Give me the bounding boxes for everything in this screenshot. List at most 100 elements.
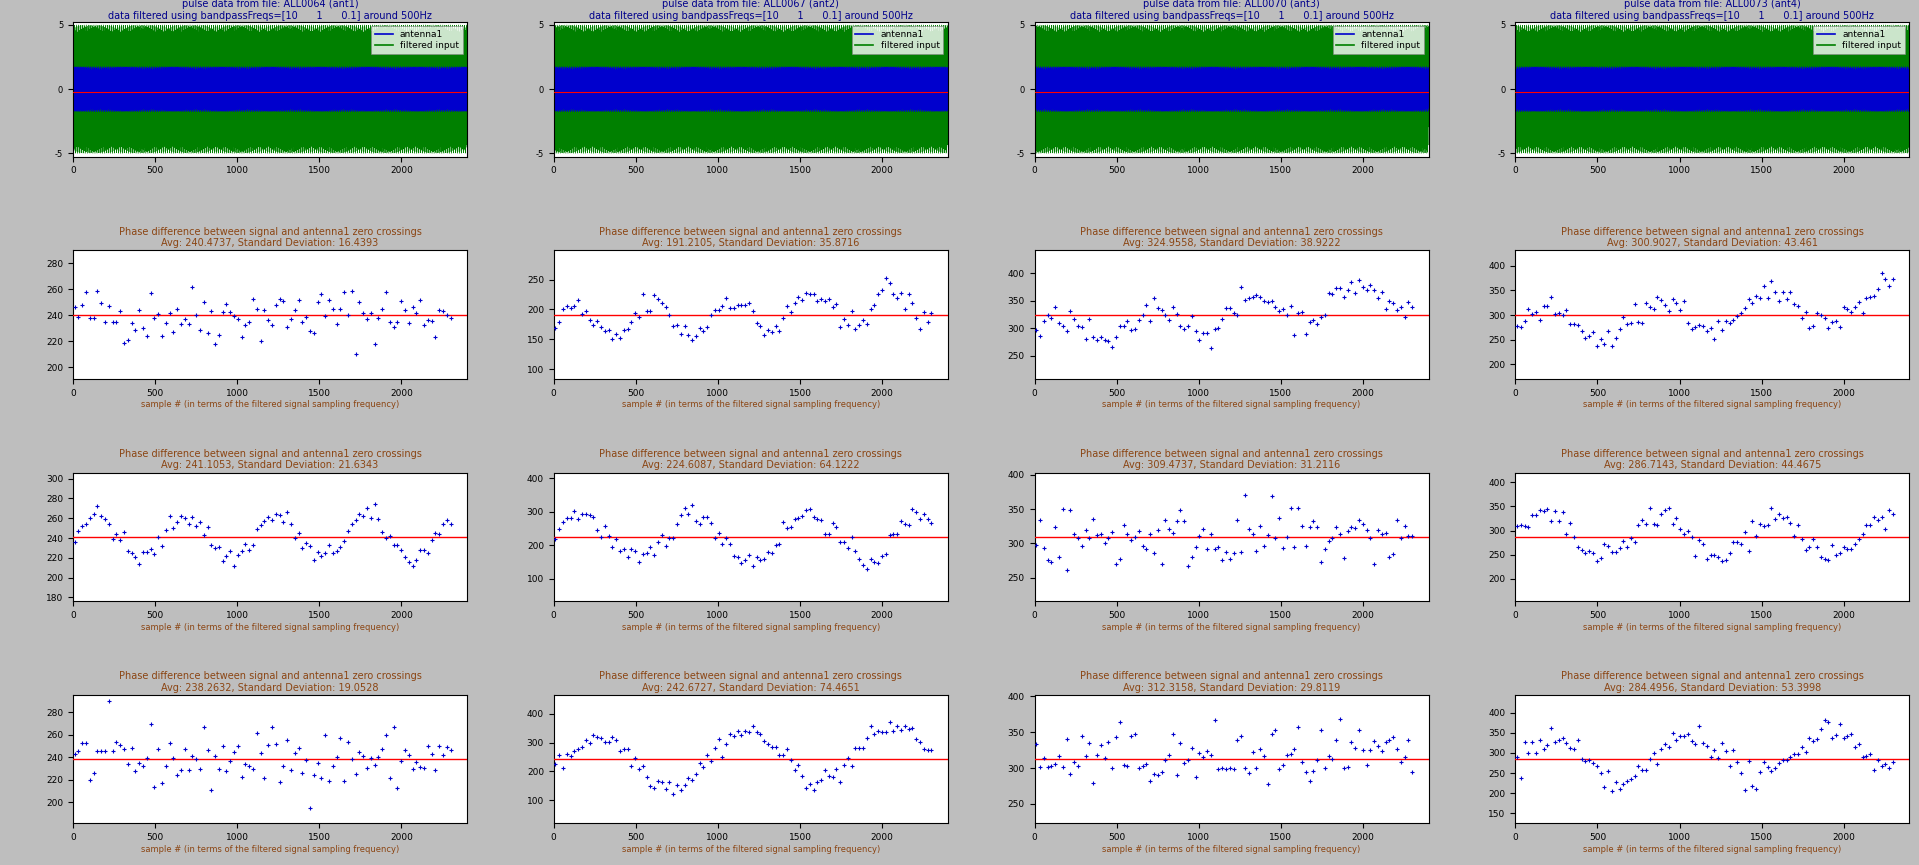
Point [332, 524, 363, 538]
Point [246, 746, 276, 760]
Point [130, 329, 161, 343]
Point [1681, 737, 1712, 751]
Point [1130, 298, 1161, 312]
Point [1386, 755, 1416, 769]
Point [915, 516, 946, 529]
Point [697, 308, 727, 322]
Point [1741, 289, 1771, 303]
Point [1215, 552, 1245, 566]
Point [230, 757, 261, 771]
Point [1524, 733, 1554, 746]
Point [771, 742, 802, 756]
Point [1115, 324, 1146, 337]
Point [904, 512, 935, 526]
Point [1366, 744, 1397, 758]
Point [1566, 543, 1597, 557]
Point [888, 720, 919, 734]
Point [253, 313, 284, 327]
Point [1078, 512, 1109, 526]
Point [1103, 552, 1134, 566]
Point [1238, 527, 1268, 541]
Point [864, 556, 894, 570]
Point [1673, 316, 1704, 330]
Point [405, 293, 436, 307]
Point [829, 312, 860, 326]
Point [1764, 294, 1794, 308]
Point [1790, 543, 1821, 557]
Point [1272, 530, 1303, 544]
Point [416, 314, 447, 328]
Point [63, 744, 94, 758]
Point [272, 504, 303, 518]
Point [1860, 763, 1890, 777]
Point [1677, 530, 1708, 544]
Point [1176, 310, 1207, 324]
Point [1234, 766, 1265, 779]
Point [1180, 540, 1211, 554]
Point [130, 751, 161, 765]
Point [1359, 283, 1389, 297]
Point [1153, 313, 1184, 327]
Point [413, 740, 443, 753]
Point [670, 778, 700, 791]
Point [1698, 548, 1729, 562]
Point [662, 517, 693, 531]
Point [631, 304, 662, 318]
Point [1666, 304, 1696, 317]
Point [722, 298, 752, 311]
Point [134, 285, 165, 299]
Point [150, 316, 180, 330]
Point [764, 748, 794, 762]
Point [748, 552, 779, 566]
Point [639, 548, 670, 562]
Point [635, 540, 666, 554]
Point [670, 319, 700, 333]
Point [752, 737, 783, 751]
Point [558, 503, 589, 517]
Point [908, 508, 938, 522]
Point [593, 734, 624, 748]
Point [106, 738, 136, 752]
Point [1710, 553, 1741, 567]
Point [1687, 319, 1718, 333]
Point [397, 560, 428, 573]
Point [775, 304, 806, 318]
Point [1103, 319, 1134, 333]
Point [86, 745, 117, 759]
Point [1055, 503, 1086, 516]
Point [109, 336, 140, 350]
Point [154, 509, 184, 523]
Title: Phase difference between signal and antenna1 zero crossings
Avg: 312.3158, Stand: Phase difference between signal and ante… [1080, 671, 1384, 693]
Point [1721, 755, 1752, 769]
Point [1199, 542, 1230, 556]
Point [1683, 318, 1714, 332]
Point [1268, 303, 1299, 317]
Point [313, 292, 344, 306]
Point [798, 510, 829, 524]
Point [1608, 778, 1639, 791]
Point [288, 766, 319, 780]
Point [94, 695, 125, 708]
Point [837, 304, 867, 318]
Point [1153, 748, 1184, 762]
Point [1694, 321, 1725, 335]
Point [1877, 272, 1907, 286]
Point [307, 549, 338, 563]
Point [1276, 299, 1307, 313]
Point [1639, 517, 1670, 531]
Point [1362, 739, 1393, 753]
Point [1052, 732, 1082, 746]
Point [631, 770, 662, 784]
Point [714, 537, 745, 551]
Point [1725, 537, 1756, 551]
Point [428, 747, 459, 761]
Point [1856, 518, 1886, 532]
Point [347, 306, 378, 320]
Point [1328, 761, 1359, 775]
Point [1821, 548, 1852, 562]
Point [1725, 766, 1756, 780]
Point [1806, 308, 1836, 322]
Point [1654, 304, 1685, 318]
Point [1044, 550, 1075, 564]
Point [288, 315, 319, 329]
